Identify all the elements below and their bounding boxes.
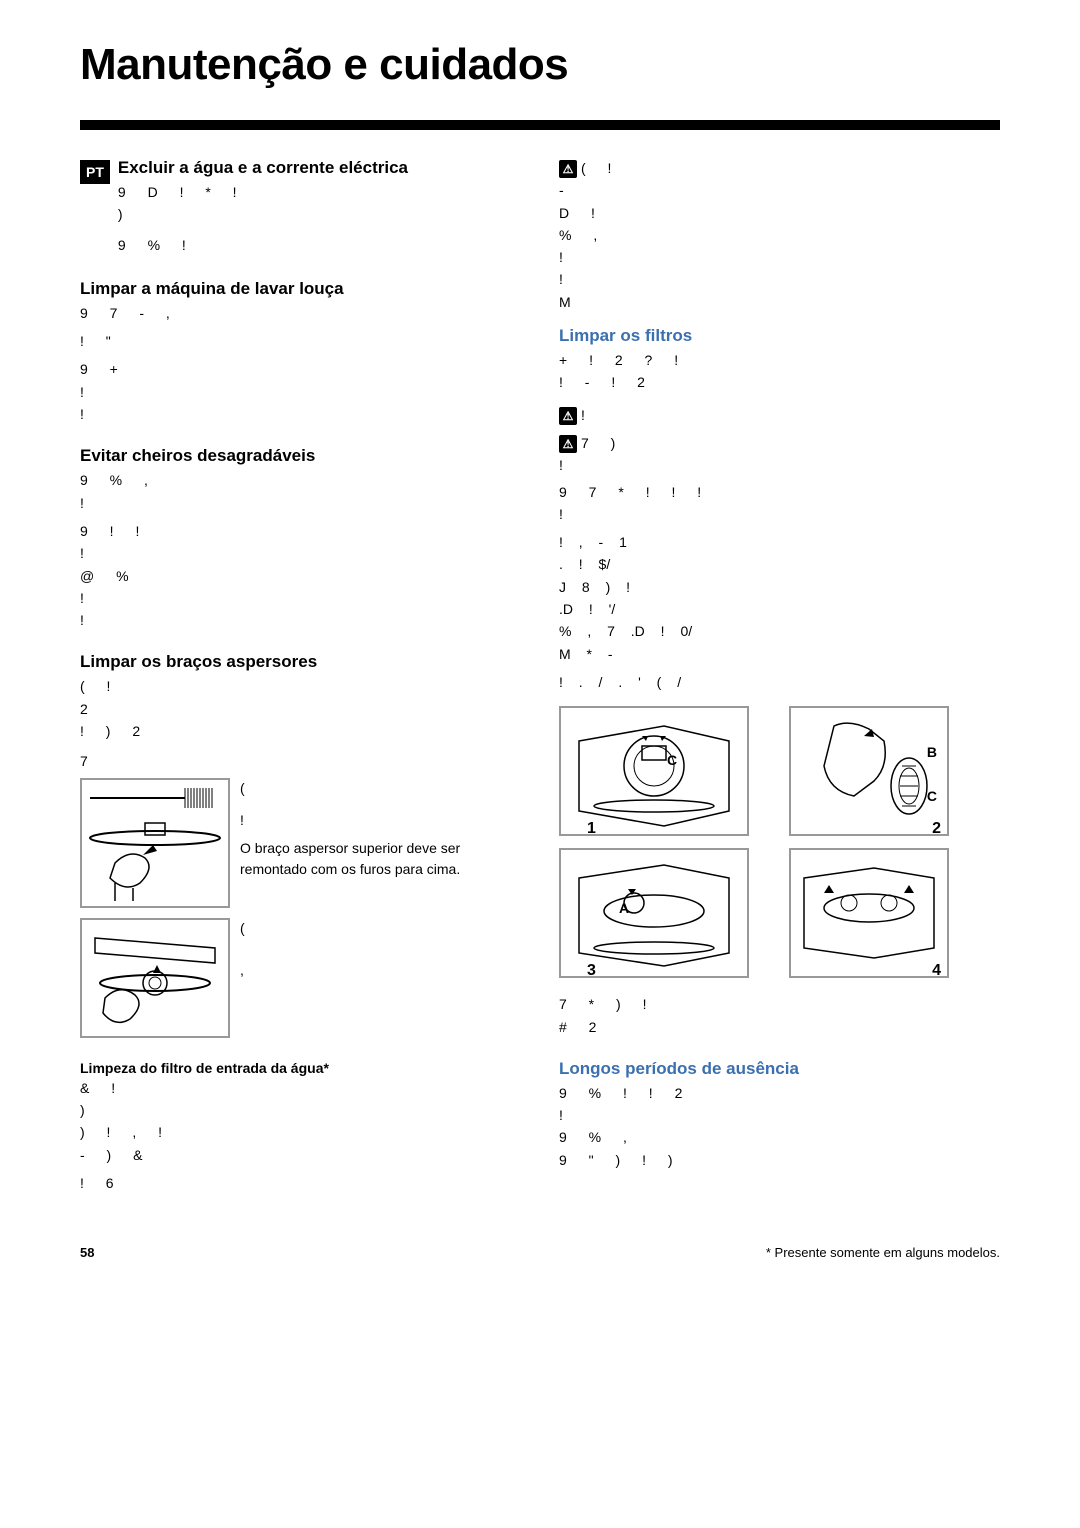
text-line: % , 7 .D ! 0/: [559, 621, 1000, 641]
text-line: 9 D ! * !: [118, 182, 521, 202]
text-line: ! . / . ' ( /: [559, 672, 1000, 692]
text-line: 9 +: [80, 359, 521, 379]
text-line: % ,: [559, 225, 1000, 245]
page-footer: 58 * Presente somente em alguns modelos.: [80, 1245, 1000, 1260]
heading-filtro-entrada: Limpeza do filtro de entrada da água*: [80, 1060, 521, 1076]
text-line: 9 " ) ! ): [559, 1150, 1000, 1170]
text-line: !: [80, 493, 521, 513]
title-divider: [80, 120, 1000, 130]
heading-limpar-maquina: Limpar a máquina de lavar louça: [80, 279, 521, 299]
footnote: * Presente somente em alguns modelos.: [766, 1245, 1000, 1260]
page-title: Manutenção e cuidados: [80, 40, 1000, 90]
text-line: !: [80, 543, 521, 563]
text-line: 7: [80, 751, 521, 771]
text-line: !: [559, 247, 1000, 267]
text-line: !: [80, 404, 521, 424]
filter-diagram-2: B C 2: [789, 706, 949, 836]
filter-label-a: A: [619, 900, 629, 916]
section-filtro-entrada: Limpeza do filtro de entrada da água* & …: [80, 1060, 521, 1193]
text-line: ) ! , !: [80, 1122, 521, 1142]
diagram-lower-arm: [80, 918, 230, 1038]
text-line: 9 7 - ,: [80, 303, 521, 323]
right-column: ⚠( ! - D ! % , ! ! M Limpar os filtros +…: [559, 158, 1000, 1215]
heading-ausencia: Longos períodos de ausência: [559, 1059, 1000, 1079]
text-line: - ) &: [80, 1145, 521, 1165]
text-line: ! , - 1: [559, 532, 1000, 552]
filter-label-c: C: [927, 788, 937, 804]
text-line: !: [559, 1105, 1000, 1125]
text-line: @ %: [80, 566, 521, 586]
text-line: . ! $/: [559, 554, 1000, 574]
text-line: !: [80, 610, 521, 630]
text-line: 9 % ! ! 2: [559, 1083, 1000, 1103]
text-line: ! - ! 2: [559, 372, 1000, 392]
filter-number: 2: [932, 820, 941, 838]
text-line: 2: [80, 699, 521, 719]
section-ausencia: Longos períodos de ausência 9 % ! ! 2 ! …: [559, 1059, 1000, 1170]
text-line: D !: [559, 203, 1000, 223]
warning-icon: ⚠: [559, 407, 577, 425]
heading-excluir: Excluir a água e a corrente eléctrica: [118, 158, 521, 178]
section-excluir: PT Excluir a água e a corrente eléctrica…: [80, 158, 521, 257]
section-bracos: Limpar os braços aspersores ( ! 2 ! ) 2 …: [80, 652, 521, 1037]
filter-label-b: B: [927, 744, 937, 760]
text-line: !: [559, 455, 1000, 475]
text-line: !: [80, 382, 521, 402]
filter-diagram-1: C 1: [559, 706, 749, 836]
diagram-upper-arm: [80, 778, 230, 908]
heading-cheiros: Evitar cheiros desagradáveis: [80, 446, 521, 466]
heading-bracos: Limpar os braços aspersores: [80, 652, 521, 672]
text-line: .D ! '/: [559, 599, 1000, 619]
warning-icon: ⚠: [559, 435, 577, 453]
after-grid-text: 7 * ) ! # 2: [559, 994, 1000, 1037]
text-line: + ! 2 ? !: [559, 350, 1000, 370]
filter-number: 1: [587, 820, 596, 838]
filter-diagram-3: A 3: [559, 848, 749, 978]
text-line: 9 ! !: [80, 521, 521, 541]
filter-diagram-4: 4: [789, 848, 949, 978]
text-line: J 8 ) !: [559, 577, 1000, 597]
text-line: ): [80, 1100, 521, 1120]
warning-block: ⚠( ! - D ! % , ! ! M: [559, 158, 1000, 312]
lang-badge: PT: [80, 160, 110, 184]
text-line: ! 6: [80, 1173, 521, 1193]
section-cheiros: Evitar cheiros desagradáveis 9 % , ! 9 !…: [80, 446, 521, 630]
text-line: ( !: [80, 676, 521, 696]
text-line: ! ": [80, 331, 521, 351]
diagram-text: ( ,: [240, 918, 521, 983]
text-line: !: [80, 588, 521, 608]
text-line: M: [559, 292, 1000, 312]
content-columns: PT Excluir a água e a corrente eléctrica…: [80, 158, 1000, 1215]
section-limpar-maquina: Limpar a máquina de lavar louça 9 7 - , …: [80, 279, 521, 424]
heading-limpar-filtros: Limpar os filtros: [559, 326, 1000, 346]
section-limpar-filtros: Limpar os filtros + ! 2 ? ! ! - ! 2 ⚠! ⚠…: [559, 326, 1000, 692]
diagram-text: ( ! O braço aspersor superior deve ser r…: [240, 778, 521, 881]
text-line: & !: [80, 1078, 521, 1098]
text-line: ! ) 2: [80, 721, 521, 741]
filter-diagram-grid: C 1 B: [559, 706, 1000, 978]
text-line: 9 % !: [118, 235, 521, 255]
filter-label-c: C: [667, 752, 677, 768]
text-line: -: [559, 180, 1000, 200]
text-line: 9 % ,: [559, 1127, 1000, 1147]
page-number: 58: [80, 1245, 94, 1260]
text-line: 9 % ,: [80, 470, 521, 490]
text-line: 9 7 * ! ! !: [559, 482, 1000, 502]
left-column: PT Excluir a água e a corrente eléctrica…: [80, 158, 521, 1215]
warning-icon: ⚠: [559, 160, 577, 178]
text-line: !: [559, 504, 1000, 524]
text-line: !: [559, 269, 1000, 289]
filter-number: 3: [587, 962, 596, 980]
filter-number: 4: [932, 962, 941, 980]
text-line: M * -: [559, 644, 1000, 664]
text-line: ): [118, 204, 521, 224]
